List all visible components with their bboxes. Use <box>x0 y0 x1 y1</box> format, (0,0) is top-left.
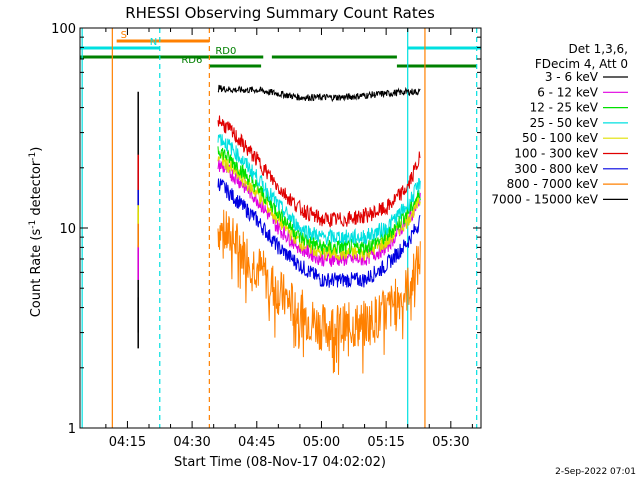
legend-entry-label: 7000 - 15000 keV <box>491 192 598 206</box>
x-axis-label: Start Time (08-Nov-17 04:02:02) <box>174 455 386 470</box>
legend-header: Det 1,3,6, <box>569 42 629 56</box>
y-tick-label: 100 <box>51 22 76 37</box>
y-tick-label: 1 <box>68 422 76 437</box>
series-line <box>217 115 421 228</box>
x-tick-label: 05:00 <box>303 435 340 450</box>
legend-entry-label: 25 - 50 keV <box>530 116 599 130</box>
legend-entry-label: 800 - 7000 keV <box>507 177 599 191</box>
x-tick-label: 04:30 <box>173 435 210 450</box>
legend-entry-label: 300 - 800 keV <box>514 162 598 176</box>
x-tick-label: 04:15 <box>109 435 146 450</box>
series-line <box>217 157 421 267</box>
legend-entry-label: 6 - 12 keV <box>537 85 599 99</box>
footer-timestamp: 2-Sep-2022 07:01 <box>555 467 636 477</box>
segment-label: N <box>150 37 157 48</box>
y-axis-label: Count Rate (s-1 detector-1) <box>28 147 44 318</box>
series-line <box>217 133 421 246</box>
x-axis: 04:15 04:30 04:45 05:00 05:15 05:30 <box>105 28 473 450</box>
legend-entry-label: 3 - 6 keV <box>545 70 599 84</box>
legend-entry-label: 50 - 100 keV <box>522 131 599 145</box>
segment-label: RD6 <box>181 55 202 66</box>
legend-entry-label: 100 - 300 keV <box>514 147 598 161</box>
series-line <box>217 178 421 288</box>
y-axis: 1 10 100 <box>51 22 481 437</box>
plot-frame <box>79 27 482 429</box>
x-tick-label: 04:45 <box>238 435 275 450</box>
segment-label: S <box>121 30 127 41</box>
segment-label: RD0 <box>215 46 236 57</box>
x-tick-label: 05:30 <box>432 435 469 450</box>
x-tick-label: 05:15 <box>367 435 404 450</box>
legend-header: FDecim 4, Att 0 <box>535 57 628 71</box>
series-line <box>217 209 421 375</box>
y-tick-label: 10 <box>59 222 76 237</box>
chart-title: RHESSI Observing Summary Count Rates <box>125 4 435 22</box>
observing-segments: S N RD0 RD6 <box>80 30 481 68</box>
series-line <box>217 84 421 103</box>
series-lines <box>137 84 421 375</box>
series-line <box>217 151 421 261</box>
legend-entry-label: 12 - 25 keV <box>530 101 599 115</box>
